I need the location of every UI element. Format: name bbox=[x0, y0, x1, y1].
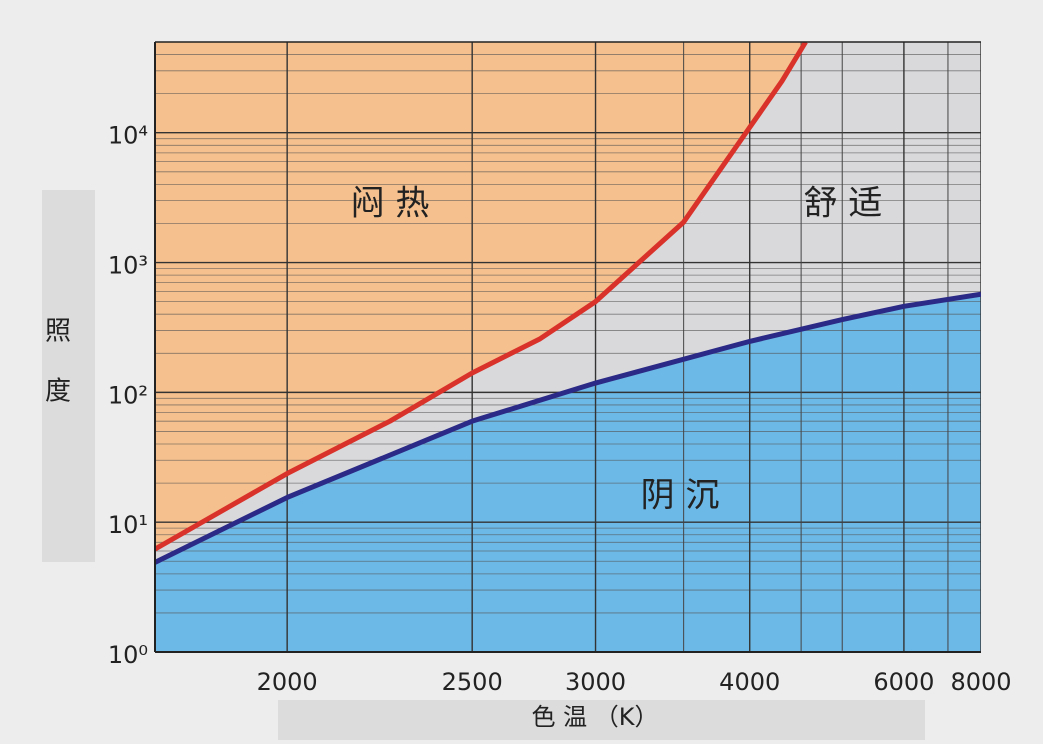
x-tick-label: 2500 bbox=[442, 668, 503, 696]
x-axis-label: 色 温 （K） bbox=[532, 703, 659, 731]
x-label-band bbox=[278, 700, 925, 740]
plot-area bbox=[155, 42, 981, 652]
x-tick-label: 8000 bbox=[950, 668, 1011, 696]
region-fill bbox=[155, 42, 806, 550]
y-axis-label: 度 bbox=[45, 377, 71, 407]
x-tick-label: 6000 bbox=[873, 668, 934, 696]
y-tick-label: 10⁴ bbox=[108, 122, 148, 150]
y-tick-label: 10² bbox=[108, 381, 148, 409]
y-tick-label: 10⁰ bbox=[108, 641, 148, 669]
region-label: 舒 适 bbox=[804, 184, 883, 224]
y-tick-label: 10¹ bbox=[108, 511, 148, 539]
x-tick-label: 3000 bbox=[565, 668, 626, 696]
y-axis-label: 照 bbox=[45, 317, 71, 347]
y-label-band bbox=[42, 190, 95, 562]
curve bbox=[155, 291, 981, 565]
y-tick-label: 10³ bbox=[108, 252, 148, 280]
region-label: 闷 热 bbox=[351, 184, 430, 224]
x-tick-label: 2000 bbox=[257, 668, 318, 696]
region-label: 阴 沉 bbox=[641, 476, 720, 516]
region-fill bbox=[155, 294, 981, 652]
curve bbox=[155, 42, 808, 552]
x-tick-label: 4000 bbox=[719, 668, 780, 696]
